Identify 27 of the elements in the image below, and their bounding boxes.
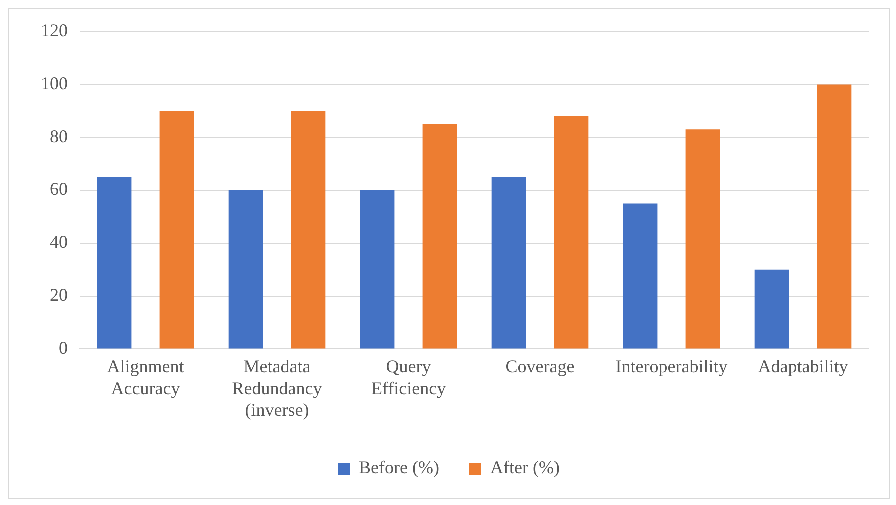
bar <box>754 270 790 349</box>
y-tick-label: 0 <box>59 338 68 358</box>
legend-label: Before (%) <box>359 458 440 478</box>
bar <box>817 84 852 349</box>
bar <box>623 204 658 349</box>
y-tick-label: 100 <box>41 73 68 94</box>
y-tick-label: 120 <box>41 20 68 41</box>
y-tick-label: 20 <box>50 285 68 306</box>
legend-label: After (%) <box>490 458 560 478</box>
y-tick-label: 60 <box>50 179 68 200</box>
x-tick-label: Interoperability <box>616 356 728 377</box>
bar <box>686 130 720 349</box>
x-tick-label: Metadata Redundancy (inverse) <box>232 356 322 420</box>
y-tick-label: 40 <box>50 232 68 252</box>
x-tick-label: Coverage <box>506 356 575 377</box>
bar <box>360 190 395 349</box>
bar <box>228 190 264 349</box>
bar <box>422 124 458 349</box>
bar <box>554 116 589 349</box>
bar <box>97 177 132 349</box>
x-tick-label: Adaptability <box>758 356 848 377</box>
bar <box>492 177 526 349</box>
x-tick-label: Alignment Accuracy <box>107 356 184 398</box>
y-tick-label: 80 <box>50 126 68 146</box>
bar <box>160 111 194 349</box>
bar <box>291 111 326 349</box>
x-tick-label: Query Efficiency <box>371 356 446 398</box>
